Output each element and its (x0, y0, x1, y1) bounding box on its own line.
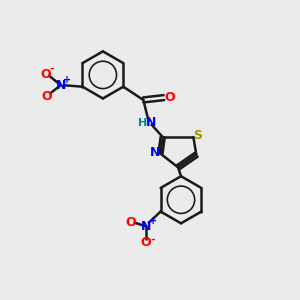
Text: N: N (150, 146, 160, 159)
Text: S: S (194, 129, 202, 142)
Text: +: + (148, 216, 157, 226)
Text: H: H (137, 118, 147, 128)
Text: O: O (141, 236, 151, 249)
Text: O: O (125, 216, 136, 229)
Text: O: O (164, 91, 175, 104)
Text: -: - (49, 64, 54, 74)
Text: N: N (141, 220, 151, 233)
Text: O: O (42, 90, 52, 103)
Text: +: + (62, 75, 71, 85)
Text: O: O (41, 68, 51, 80)
Text: N: N (56, 79, 66, 92)
Text: -: - (150, 235, 155, 245)
Text: N: N (146, 116, 156, 129)
